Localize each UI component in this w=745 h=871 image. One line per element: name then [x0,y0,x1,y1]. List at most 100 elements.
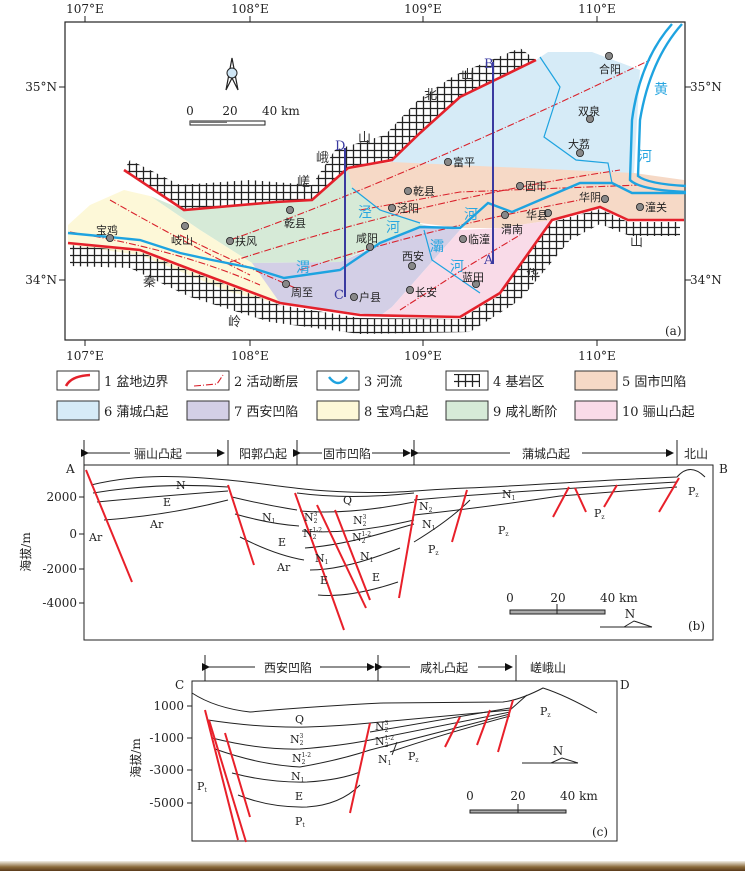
stratum-subscript: 2 [362,538,366,545]
stratum-subscript: z [547,712,550,719]
stratum-subscript: 1 [272,518,276,525]
stratum-subscript: 2 [313,534,317,541]
city-marker: 户县 [349,290,381,304]
ba-river [423,229,481,294]
legend-label: 1 盆地边界 [104,375,168,390]
geo-label: 岭 [228,315,241,330]
city-dot-icon [349,292,358,301]
city-marker: 乾县 [403,185,435,198]
stratum-superscript: 1-2 [301,752,311,759]
lon-label-bottom: 109°E [404,349,442,363]
stratum-label: Pz [540,705,551,719]
city-label: 华阴 [579,190,601,204]
city-marker: 合阳 [599,52,621,76]
lat-label-right: 35°N [690,80,722,94]
legend-item: 3 河流 [316,370,402,391]
scale-label: 0 [466,789,474,803]
city-marker: 大荔 [568,137,590,157]
legend-item: 1 盆地边界 [56,370,168,391]
stratum-symbol: N [422,518,432,531]
stratum-label: N23 [290,733,304,747]
stratum-symbol: N [353,514,363,527]
y-ticks [79,496,84,604]
river-label: 河 [450,259,464,275]
y-tick-label: -3000 [149,763,184,777]
stratum-label: E [163,496,171,509]
geo-label: 秦 [143,275,156,290]
y-tick-label: -4000 [42,596,77,610]
legend: 1 盆地边界 2 活动断层 3 河流 4 基岩区 5 固市凹陷 6 蒲城凸起 7 西安凹陷 8… [56,370,695,421]
stratum-symbol: P [498,524,506,537]
stratum-subscript: 2 [302,759,306,766]
stratum-label: N21-2 [292,752,311,766]
region-baoji-uplift [68,190,284,305]
section-c-header [202,655,517,681]
city-dot-icon [500,210,509,219]
city-marker: 临潼 [458,232,490,246]
stratum-symbol: N [315,552,325,565]
stratum-label: Ar [276,561,291,574]
city-label: 户县 [359,290,381,304]
city-dot-icon [281,279,290,288]
geo-label: 峨 [316,151,329,166]
stratum-subscript: z [435,550,438,557]
region-pucheng-uplift [392,52,640,173]
stratum-subscript: 1 [370,557,374,564]
stratum-subscript: 2 [429,507,433,514]
city-marker: 咸阳 [356,232,378,251]
geo-label: 山 [630,235,643,250]
stratum-symbol: Q [295,713,304,726]
legend-item: 2 活动断层 [186,370,298,391]
y-tick-label: 0 [69,527,77,541]
stratum-symbol: N [303,527,313,540]
legend-label: 6 蒲城凸起 [104,405,168,420]
stratum-symbol: N [375,720,385,733]
stratum-label: E [278,536,286,549]
stratum-symbol: P [197,780,205,793]
stratum-symbol: P [408,750,416,763]
stratum-label: N1 [291,770,304,784]
bedrock-area-south [70,209,680,334]
city-dot-icon [443,157,452,166]
legend-swatch [574,370,618,391]
city-marker: 华县 [526,208,553,222]
city-marker: 宝鸡 [96,223,118,242]
section-end-label: D [620,678,630,692]
stratum-subscript: 2 [363,521,367,528]
city-dot-icon [365,242,374,251]
stratum-subscript: t [302,822,305,829]
stratum-boundaries [191,687,598,808]
river-label: 河 [464,207,478,223]
stratum-subscript: z [505,531,508,538]
lon-label-bottom: 108°E [231,349,269,363]
section-b-frame [83,464,714,641]
city-dot-icon [407,261,416,270]
yellow-river [628,23,687,194]
city-marker: 富平 [443,155,475,169]
legend-item: 8 宝鸡凸起 [316,400,428,421]
stratum-label: E [320,574,328,587]
stratum-symbol: N [291,770,301,783]
legend-swatch [56,400,100,421]
stratum-label: Pz [594,507,605,521]
stratum-symbol: N [378,753,388,766]
city-label: 泾阳 [397,202,419,215]
stratum-label: Pt [197,780,207,794]
stratum-label: Pz [428,543,439,557]
unit-label: 北山 [684,447,708,461]
city-dot-icon [601,194,610,203]
city-marker: 华阴 [579,190,610,204]
legend-swatch [316,370,360,391]
city-dot-icon [458,234,467,243]
lon-label-top: 108°E [231,2,269,16]
stratum-symbol: N [304,511,314,524]
stratum-label: N21-2 [303,527,322,541]
stratum-label: N1 [378,753,391,767]
section-end-a: A [483,253,494,268]
legend-item: 5 固市凹陷 [574,370,686,391]
stratum-symbol: E [320,574,328,587]
stratum-symbol: P [688,485,696,498]
legend-swatch [574,400,618,421]
stratum-label: N23 [353,514,367,528]
stratum-symbol: P [295,815,303,828]
